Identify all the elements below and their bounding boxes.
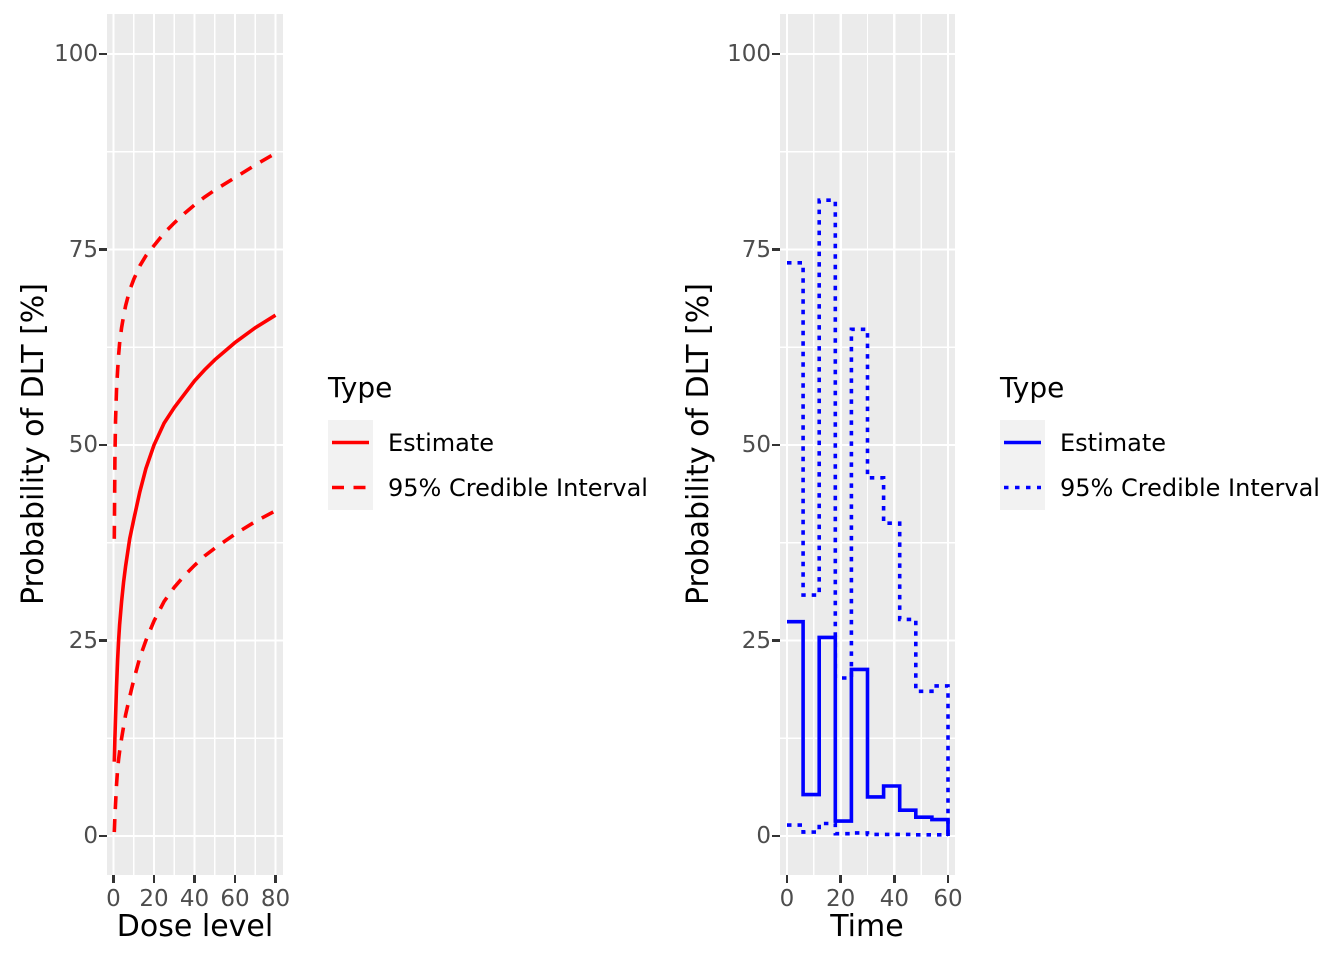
- y-tick-mark: [772, 52, 780, 56]
- legend-key-solid-line-icon: [1000, 420, 1045, 465]
- x-tick-label: 20: [139, 886, 169, 912]
- dose-legend-title: Type: [328, 371, 393, 404]
- series-95-credible-interval-lower: [787, 821, 950, 837]
- series-95-credible-interval-upper: [787, 198, 950, 836]
- legend-item-95-credible-interval: 95% Credible Interval: [328, 465, 648, 510]
- y-tick-label: 75: [741, 236, 771, 263]
- time-legend-items: Estimate 95% Credible Interval: [1000, 420, 1320, 510]
- legend-key-solid-line-icon: [328, 420, 373, 465]
- legend-item-label: 95% Credible Interval: [388, 473, 648, 502]
- y-tick-mark: [772, 443, 780, 447]
- legend-key-dotted-line-icon: [1000, 465, 1045, 510]
- x-tick-label: 40: [879, 886, 909, 912]
- y-tick-mark: [772, 248, 780, 251]
- x-tick-mark: [112, 875, 115, 883]
- y-tick-label: 50: [68, 432, 98, 458]
- legend-item-label: Estimate: [1060, 428, 1167, 457]
- x-tick-mark: [274, 875, 277, 883]
- y-tick-label: 75: [68, 236, 98, 263]
- y-tick-mark: [99, 639, 107, 642]
- series-95-credible-interval-upper: [112, 151, 277, 539]
- y-tick-mark: [772, 834, 780, 838]
- y-tick-mark: [99, 248, 107, 251]
- legend-item-95-credible-interval: 95% Credible Interval: [1000, 465, 1320, 510]
- x-tick-label: 20: [826, 886, 856, 912]
- time-plot-legend: Type Estimate 95% Credible Interval: [1000, 372, 1320, 510]
- series-95-credible-interval-lower: [112, 509, 277, 833]
- x-tick-label: 0: [779, 886, 795, 912]
- y-tick-label: 25: [68, 627, 98, 654]
- x-tick-label: 60: [220, 886, 250, 912]
- legend-key-dashed-line-icon: [328, 465, 373, 510]
- x-tick-mark: [839, 875, 842, 883]
- x-tick-mark: [785, 875, 789, 883]
- x-tick-label: 0: [106, 886, 121, 912]
- time-x-axis-title: Time: [830, 909, 904, 944]
- dose-plot-legend: Type Estimate 95% Credible Interval: [328, 372, 648, 510]
- legend-item-estimate: Estimate: [328, 420, 648, 465]
- dose-plot-panel: [107, 14, 283, 875]
- x-tick-mark: [893, 875, 896, 883]
- x-tick-label: 80: [260, 886, 291, 912]
- y-tick-mark: [99, 443, 107, 447]
- legend-item-estimate: Estimate: [1000, 420, 1320, 465]
- y-tick-label: 0: [83, 823, 98, 849]
- dose-legend-items: Estimate 95% Credible Interval: [328, 420, 648, 510]
- y-tick-label: 25: [741, 627, 771, 654]
- y-tick-label: 100: [727, 41, 771, 67]
- y-tick-mark: [772, 639, 780, 642]
- legend-item-label: 95% Credible Interval: [1060, 473, 1320, 502]
- series-estimate: [787, 619, 950, 836]
- x-tick-label: 60: [933, 886, 963, 912]
- y-tick-label: 50: [741, 432, 771, 458]
- series-estimate: [112, 313, 277, 762]
- y-tick-mark: [99, 834, 107, 838]
- y-tick-label: 100: [54, 41, 98, 67]
- legend-item-label: Estimate: [388, 428, 495, 457]
- x-tick-label: 40: [179, 886, 210, 912]
- x-tick-mark: [152, 875, 156, 883]
- time-plot-panel: [780, 14, 955, 875]
- x-tick-mark: [233, 875, 237, 883]
- x-tick-mark: [946, 875, 950, 883]
- y-tick-mark: [99, 52, 107, 56]
- dose-x-axis-title: Dose level: [116, 909, 274, 944]
- y-tick-label: 0: [756, 823, 771, 849]
- time-legend-title: Type: [1000, 371, 1065, 404]
- x-tick-mark: [193, 875, 196, 883]
